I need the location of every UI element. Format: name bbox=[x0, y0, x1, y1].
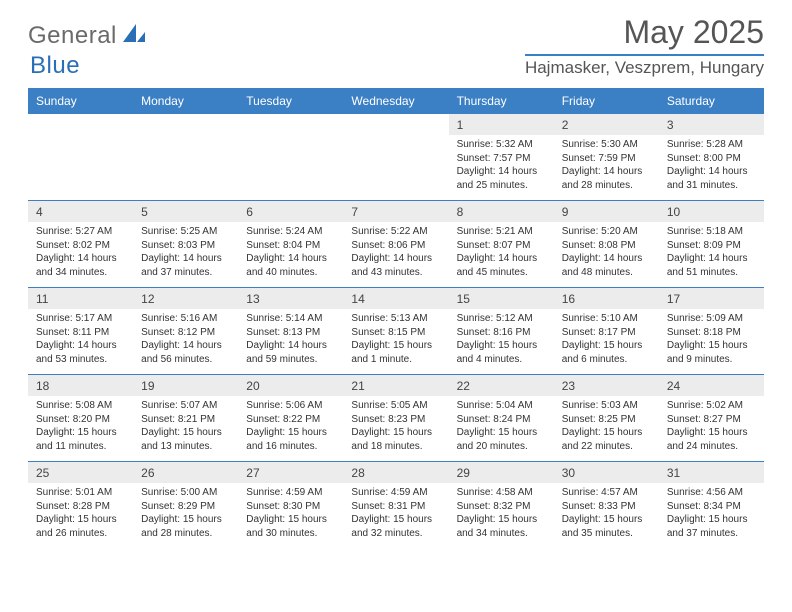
day-number-cell: 20 bbox=[238, 375, 343, 396]
day-details-cell: Sunrise: 4:59 AMSunset: 8:31 PMDaylight:… bbox=[343, 483, 448, 548]
day-details-cell: Sunrise: 5:07 AMSunset: 8:21 PMDaylight:… bbox=[133, 396, 238, 462]
day-number-cell: 30 bbox=[554, 462, 659, 483]
day-number-cell: 4 bbox=[28, 201, 133, 222]
day-details-cell: Sunrise: 4:59 AMSunset: 8:30 PMDaylight:… bbox=[238, 483, 343, 548]
date-details-row: Sunrise: 5:32 AMSunset: 7:57 PMDaylight:… bbox=[28, 135, 764, 201]
calendar-body: 123Sunrise: 5:32 AMSunset: 7:57 PMDaylig… bbox=[28, 114, 764, 548]
day-number-cell: 13 bbox=[238, 288, 343, 309]
day-details-cell: Sunrise: 5:10 AMSunset: 8:17 PMDaylight:… bbox=[554, 309, 659, 375]
day-details-cell: Sunrise: 5:01 AMSunset: 8:28 PMDaylight:… bbox=[28, 483, 133, 548]
date-details-row: Sunrise: 5:01 AMSunset: 8:28 PMDaylight:… bbox=[28, 483, 764, 548]
day-details-cell: Sunrise: 4:57 AMSunset: 8:33 PMDaylight:… bbox=[554, 483, 659, 548]
day-details-cell: Sunrise: 5:28 AMSunset: 8:00 PMDaylight:… bbox=[659, 135, 764, 201]
day-details-cell: Sunrise: 5:24 AMSunset: 8:04 PMDaylight:… bbox=[238, 222, 343, 288]
day-number-cell: 14 bbox=[343, 288, 448, 309]
day-number-cell: 7 bbox=[343, 201, 448, 222]
day-number-cell: 22 bbox=[449, 375, 554, 396]
day-number-cell: 23 bbox=[554, 375, 659, 396]
day-number-cell: 21 bbox=[343, 375, 448, 396]
day-details-cell bbox=[343, 135, 448, 201]
day-number-cell: 26 bbox=[133, 462, 238, 483]
day-details-cell: Sunrise: 4:58 AMSunset: 8:32 PMDaylight:… bbox=[449, 483, 554, 548]
month-title: May 2025 bbox=[525, 14, 764, 51]
title-block: May 2025 Hajmasker, Veszprem, Hungary bbox=[525, 14, 764, 78]
date-number-row: 18192021222324 bbox=[28, 375, 764, 396]
dayhead-friday: Friday bbox=[554, 88, 659, 114]
day-details-cell: Sunrise: 5:05 AMSunset: 8:23 PMDaylight:… bbox=[343, 396, 448, 462]
dayhead-sunday: Sunday bbox=[28, 88, 133, 114]
day-number-cell: 8 bbox=[449, 201, 554, 222]
day-number-cell: 28 bbox=[343, 462, 448, 483]
day-details-cell: Sunrise: 5:08 AMSunset: 8:20 PMDaylight:… bbox=[28, 396, 133, 462]
day-details-cell: Sunrise: 5:13 AMSunset: 8:15 PMDaylight:… bbox=[343, 309, 448, 375]
day-number-cell: 12 bbox=[133, 288, 238, 309]
calendar-page: General May 2025 Hajmasker, Veszprem, Hu… bbox=[0, 0, 792, 562]
day-number-cell: 17 bbox=[659, 288, 764, 309]
title-divider bbox=[525, 54, 764, 56]
day-details-cell: Sunrise: 5:22 AMSunset: 8:06 PMDaylight:… bbox=[343, 222, 448, 288]
day-number-cell: 1 bbox=[449, 114, 554, 135]
day-details-cell: Sunrise: 5:09 AMSunset: 8:18 PMDaylight:… bbox=[659, 309, 764, 375]
day-number-cell: 3 bbox=[659, 114, 764, 135]
date-number-row: 45678910 bbox=[28, 201, 764, 222]
day-number-cell bbox=[133, 114, 238, 135]
location-text: Hajmasker, Veszprem, Hungary bbox=[525, 58, 764, 78]
day-details-cell: Sunrise: 5:21 AMSunset: 8:07 PMDaylight:… bbox=[449, 222, 554, 288]
day-number-cell: 10 bbox=[659, 201, 764, 222]
day-details-cell: Sunrise: 5:16 AMSunset: 8:12 PMDaylight:… bbox=[133, 309, 238, 375]
dayhead-saturday: Saturday bbox=[659, 88, 764, 114]
day-details-cell: Sunrise: 5:30 AMSunset: 7:59 PMDaylight:… bbox=[554, 135, 659, 201]
day-number-cell: 5 bbox=[133, 201, 238, 222]
day-details-cell: Sunrise: 5:27 AMSunset: 8:02 PMDaylight:… bbox=[28, 222, 133, 288]
day-number-cell: 29 bbox=[449, 462, 554, 483]
day-details-cell: Sunrise: 5:20 AMSunset: 8:08 PMDaylight:… bbox=[554, 222, 659, 288]
calendar-table: Sunday Monday Tuesday Wednesday Thursday… bbox=[28, 88, 764, 548]
date-details-row: Sunrise: 5:17 AMSunset: 8:11 PMDaylight:… bbox=[28, 309, 764, 375]
day-number-cell: 25 bbox=[28, 462, 133, 483]
day-number-cell: 2 bbox=[554, 114, 659, 135]
day-number-cell: 15 bbox=[449, 288, 554, 309]
day-details-cell: Sunrise: 5:00 AMSunset: 8:29 PMDaylight:… bbox=[133, 483, 238, 548]
date-number-row: 123 bbox=[28, 114, 764, 135]
day-details-cell: Sunrise: 5:12 AMSunset: 8:16 PMDaylight:… bbox=[449, 309, 554, 375]
dayhead-thursday: Thursday bbox=[449, 88, 554, 114]
day-number-cell bbox=[238, 114, 343, 135]
day-details-cell: Sunrise: 5:03 AMSunset: 8:25 PMDaylight:… bbox=[554, 396, 659, 462]
day-number-cell: 19 bbox=[133, 375, 238, 396]
date-number-row: 25262728293031 bbox=[28, 462, 764, 483]
day-number-cell: 11 bbox=[28, 288, 133, 309]
date-details-row: Sunrise: 5:08 AMSunset: 8:20 PMDaylight:… bbox=[28, 396, 764, 462]
date-details-row: Sunrise: 5:27 AMSunset: 8:02 PMDaylight:… bbox=[28, 222, 764, 288]
day-number-cell: 31 bbox=[659, 462, 764, 483]
brand-name-part1: General bbox=[28, 22, 117, 50]
day-details-cell: Sunrise: 5:04 AMSunset: 8:24 PMDaylight:… bbox=[449, 396, 554, 462]
day-details-cell: Sunrise: 5:17 AMSunset: 8:11 PMDaylight:… bbox=[28, 309, 133, 375]
day-details-cell bbox=[28, 135, 133, 201]
day-number-cell: 9 bbox=[554, 201, 659, 222]
day-number-cell bbox=[343, 114, 448, 135]
day-details-cell: Sunrise: 5:32 AMSunset: 7:57 PMDaylight:… bbox=[449, 135, 554, 201]
day-number-cell: 27 bbox=[238, 462, 343, 483]
day-details-cell: Sunrise: 5:06 AMSunset: 8:22 PMDaylight:… bbox=[238, 396, 343, 462]
dayhead-tuesday: Tuesday bbox=[238, 88, 343, 114]
day-details-cell: Sunrise: 5:25 AMSunset: 8:03 PMDaylight:… bbox=[133, 222, 238, 288]
date-number-row: 11121314151617 bbox=[28, 288, 764, 309]
day-number-cell: 18 bbox=[28, 375, 133, 396]
day-details-cell: Sunrise: 5:02 AMSunset: 8:27 PMDaylight:… bbox=[659, 396, 764, 462]
brand-name-part2: Blue bbox=[30, 52, 80, 79]
day-details-cell bbox=[133, 135, 238, 201]
day-header-row: Sunday Monday Tuesday Wednesday Thursday… bbox=[28, 88, 764, 114]
day-number-cell: 6 bbox=[238, 201, 343, 222]
day-number-cell: 16 bbox=[554, 288, 659, 309]
day-details-cell bbox=[238, 135, 343, 201]
brand-logo: General bbox=[28, 22, 149, 50]
day-details-cell: Sunrise: 4:56 AMSunset: 8:34 PMDaylight:… bbox=[659, 483, 764, 548]
dayhead-wednesday: Wednesday bbox=[343, 88, 448, 114]
sail-icon bbox=[121, 22, 147, 49]
day-details-cell: Sunrise: 5:18 AMSunset: 8:09 PMDaylight:… bbox=[659, 222, 764, 288]
day-number-cell bbox=[28, 114, 133, 135]
day-number-cell: 24 bbox=[659, 375, 764, 396]
day-details-cell: Sunrise: 5:14 AMSunset: 8:13 PMDaylight:… bbox=[238, 309, 343, 375]
dayhead-monday: Monday bbox=[133, 88, 238, 114]
